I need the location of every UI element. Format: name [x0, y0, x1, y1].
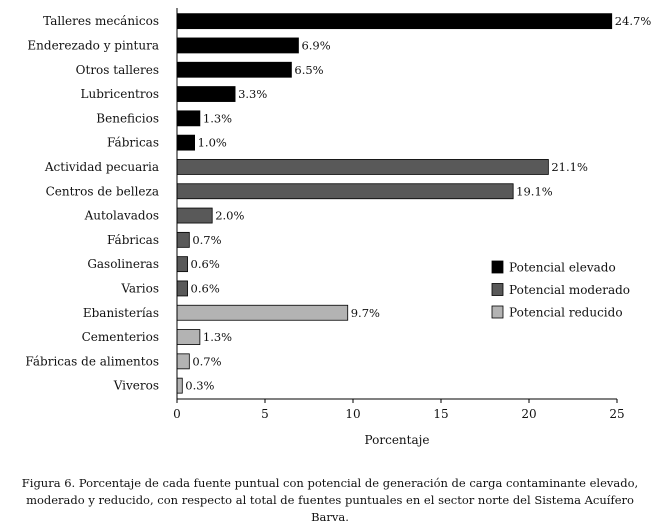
bar [176, 183, 514, 200]
bar [176, 256, 188, 273]
category-label: Ebanisterías [83, 306, 159, 320]
bar [176, 110, 201, 127]
bar [176, 207, 213, 224]
legend-swatch [491, 260, 504, 274]
value-label: 9.7% [351, 306, 380, 320]
category-label: Autolavados [84, 209, 159, 223]
bar [176, 231, 190, 248]
x-tick-label: 20 [521, 407, 536, 421]
category-label: Enderezado y pintura [27, 38, 159, 52]
bar-chart: 24.7% 6.9% 6.5% 3.3% 1.3% 1.0% 21.1% 19.1% 2.0% 0… [25, 8, 652, 447]
category-label: Lubricentros [81, 87, 159, 101]
bars-group: 24.7% 6.9% 6.5% 3.3% 1.3% 1.0% 21.1% 19.1% 2.0% 0… [176, 13, 652, 394]
value-label: 1.3% [203, 111, 232, 125]
value-label: 0.3% [185, 379, 214, 393]
x-tick-label: 10 [345, 407, 360, 421]
value-label: 6.5% [294, 63, 323, 77]
category-label: Gasolineras [87, 257, 159, 271]
bar [176, 280, 188, 297]
category-label: Actividad pecuaria [44, 160, 159, 174]
value-label: 0.6% [191, 257, 220, 271]
axes-group: Talleres mecánicos Enderezado y pintura Ot… [25, 8, 625, 447]
value-label: 6.9% [301, 38, 330, 52]
bar [176, 329, 201, 345]
x-tick-label: 5 [261, 407, 269, 421]
x-tick-label: 25 [609, 407, 624, 421]
category-label: Otros talleres [76, 63, 159, 77]
legend-label: Potencial moderado [509, 283, 630, 297]
value-label: 1.3% [203, 330, 232, 344]
legend-label: Potencial elevado [509, 261, 616, 275]
value-label: 3.3% [238, 87, 267, 101]
bar [176, 159, 549, 175]
category-label: Beneficios [96, 111, 159, 125]
value-label: 21.1% [551, 160, 588, 174]
value-label: 0.6% [191, 281, 220, 295]
bar [176, 86, 236, 102]
x-tick-label: 0 [173, 407, 181, 421]
category-label: Varios [120, 281, 159, 295]
legend-swatch [491, 283, 504, 296]
x-axis-label: Porcentaje [365, 433, 430, 447]
bar [176, 304, 349, 321]
legend-label: Potencial reducido [509, 306, 623, 320]
value-label: 24.7% [615, 14, 652, 28]
bar [176, 61, 292, 78]
category-label: Fábricas de alimentos [25, 354, 159, 368]
bar [176, 353, 190, 370]
value-label: 19.1% [516, 184, 553, 198]
bar [176, 13, 613, 30]
legend: Potencial elevado Potencial moderado Poten… [491, 260, 630, 320]
category-label: Cementerios [82, 330, 159, 344]
value-label: 0.7% [192, 354, 221, 368]
category-label: Talleres mecánicos [43, 14, 159, 28]
value-label: 0.7% [192, 233, 221, 247]
category-label: Centros de belleza [46, 184, 159, 198]
value-label: 1.0% [198, 136, 227, 150]
category-label: Fábricas [107, 233, 159, 247]
x-tick-label: 15 [433, 407, 448, 421]
category-label: Fábricas [107, 136, 159, 150]
bar [176, 377, 183, 394]
legend-swatch [491, 305, 504, 319]
bar [176, 134, 196, 151]
value-label: 2.0% [215, 209, 244, 223]
bar [176, 37, 299, 54]
category-label: Viveros [113, 379, 159, 393]
figure-caption: Figura 6. Porcentaje de cada fuente punt… [21, 476, 639, 524]
